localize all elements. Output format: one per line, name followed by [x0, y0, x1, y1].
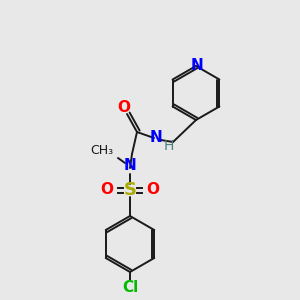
Text: H: H [164, 139, 174, 153]
Text: CH₃: CH₃ [90, 143, 114, 157]
Text: N: N [124, 158, 136, 173]
Text: O: O [118, 100, 130, 115]
Text: N: N [150, 130, 162, 146]
Text: Cl: Cl [122, 280, 138, 296]
Text: O: O [146, 182, 160, 197]
Text: O: O [100, 182, 113, 197]
Text: N: N [190, 58, 203, 73]
Text: S: S [124, 181, 136, 199]
